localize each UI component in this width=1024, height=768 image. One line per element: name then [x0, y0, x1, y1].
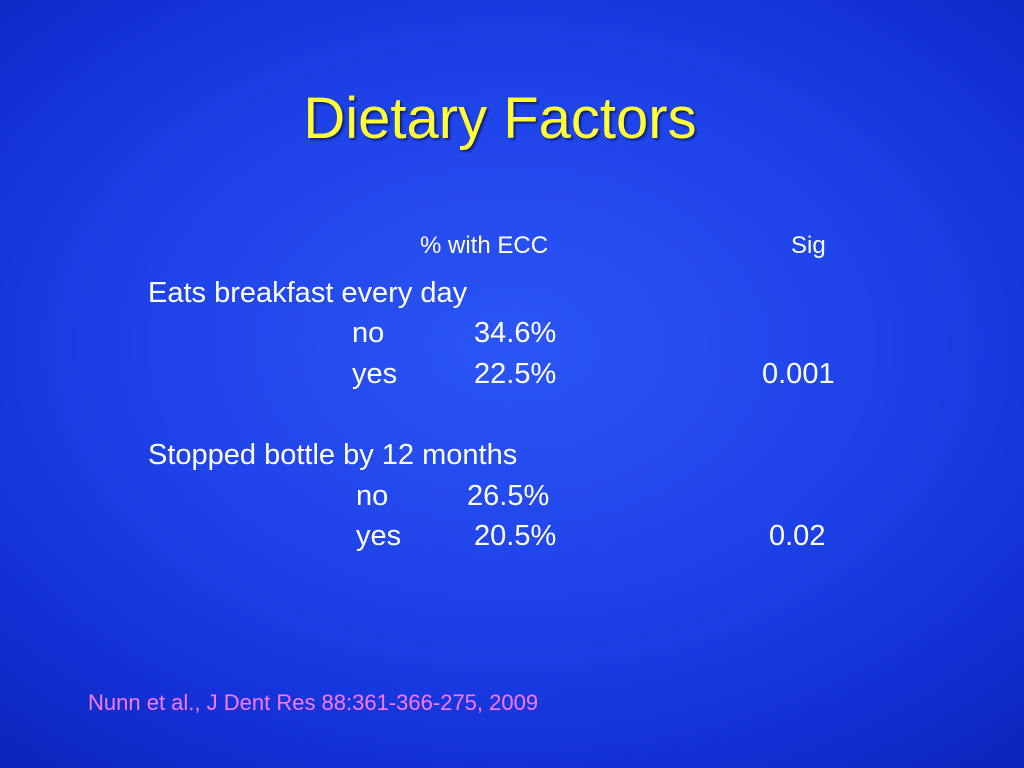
row-pct: 34.6% [474, 317, 557, 349]
row-pct: 26.5% [467, 480, 550, 512]
slide-title: Dietary Factors [303, 86, 697, 151]
citation: Nunn et al., J Dent Res 88:361-366-275, … [88, 690, 539, 715]
header-sig: Sig [791, 232, 826, 259]
row-answer: no [352, 317, 385, 349]
row-sig: 0.001 [762, 358, 835, 390]
row-answer: yes [352, 358, 398, 390]
row-answer: no [356, 480, 389, 512]
header-pct-with-ecc: % with ECC [420, 232, 549, 259]
row-pct: 20.5% [474, 520, 557, 552]
row-answer: yes [356, 520, 402, 552]
group-label-bottle: Stopped bottle by 12 months [148, 439, 518, 471]
row-pct: 22.5% [474, 358, 557, 390]
group-label-breakfast: Eats breakfast every day [148, 277, 468, 309]
row-sig: 0.02 [769, 520, 826, 552]
